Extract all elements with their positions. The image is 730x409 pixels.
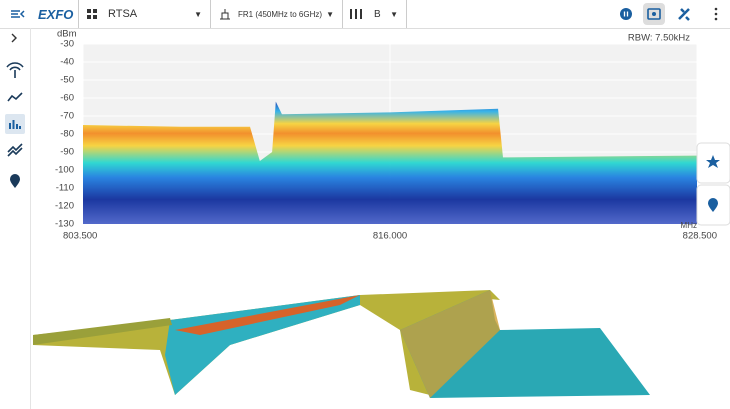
y-tick-label: -50: [60, 75, 74, 86]
toolbar-actions: [620, 3, 718, 25]
spectrum-icon[interactable]: [5, 114, 25, 134]
favorite-button[interactable]: [696, 142, 730, 184]
mode-select[interactable]: RTSA ▼: [78, 0, 211, 28]
port-select[interactable]: B ▼: [342, 0, 407, 28]
antenna-icon[interactable]: [6, 62, 24, 78]
y-unit: dBm: [57, 29, 77, 40]
trend-icon[interactable]: [7, 92, 23, 102]
y-tick-label: -130: [55, 219, 74, 230]
rbw-label: RBW: 7.50kHz: [628, 33, 690, 44]
band-select[interactable]: FR1 (450MHz to 6GHz) ▼: [210, 0, 343, 28]
location-icon[interactable]: [10, 174, 20, 188]
mode-icon: [87, 9, 97, 19]
y-tick-label: -30: [60, 39, 74, 50]
y-tick-label: -60: [60, 93, 74, 104]
dual-trend-icon[interactable]: [7, 143, 23, 157]
caret: ▼: [390, 9, 398, 19]
sidebar: [5, 28, 31, 409]
y-tick-label: -80: [60, 129, 74, 140]
port: B: [374, 8, 381, 20]
plot-background: [83, 44, 697, 224]
caret: ▼: [194, 9, 202, 19]
expand-icon[interactable]: [11, 33, 17, 43]
side-buttons: [696, 142, 730, 226]
band-icon: [220, 9, 230, 20]
logo-area: EXFO: [0, 0, 79, 28]
satellite-button[interactable]: [678, 8, 690, 21]
x-unit: MHz: [681, 221, 697, 230]
y-tick-label: -100: [55, 165, 74, 176]
y-tick-label: -70: [60, 111, 74, 122]
marker-button[interactable]: [696, 184, 730, 226]
menu-icon[interactable]: [10, 8, 26, 20]
more-button[interactable]: [714, 7, 718, 11]
y-tick-label: -120: [55, 201, 74, 212]
x-tick-label: 816.000: [373, 231, 407, 242]
mode: RTSA: [108, 8, 138, 20]
caret: ▼: [326, 9, 334, 19]
y-tick-label: -90: [60, 147, 74, 158]
pause-button[interactable]: [620, 8, 632, 20]
persistence-trace: [83, 101, 697, 224]
x-tick-label: 828.500: [683, 231, 717, 242]
x-tick-label: 803.500: [63, 231, 97, 242]
3d-view: [32, 240, 730, 409]
toolbar: EXFO RTSA ▼ FR1 (450MHz to 6GHz) ▼ B ▼: [0, 0, 730, 29]
y-tick-label: -110: [56, 183, 74, 194]
port-icon: [350, 9, 362, 19]
y-tick-label: -40: [60, 57, 74, 68]
3d-surface: [33, 290, 650, 398]
band: FR1 (450MHz to 6GHz): [238, 9, 323, 19]
logo: EXFO: [38, 6, 74, 22]
